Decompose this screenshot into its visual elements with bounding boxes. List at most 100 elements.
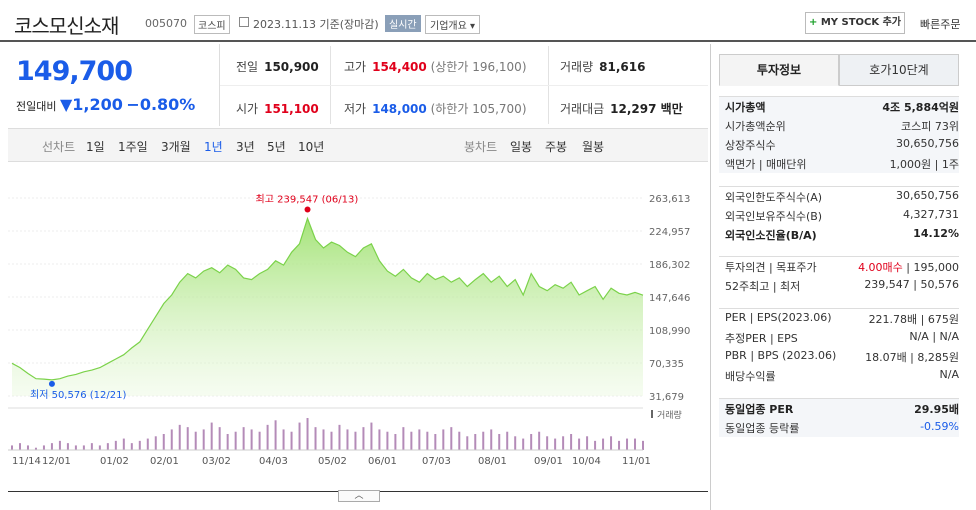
- volume-bar: [602, 438, 605, 450]
- chart-toggle-button[interactable]: ︿: [338, 490, 380, 502]
- info-value: 4.00매수 | 195,000: [858, 259, 959, 275]
- period-tab[interactable]: 3년: [236, 140, 255, 154]
- volume-bar: [410, 431, 413, 450]
- volume-bar: [618, 440, 621, 450]
- period-tab[interactable]: 1주일: [118, 140, 148, 154]
- volume-bar: [362, 427, 365, 450]
- volume-bar: [530, 434, 533, 450]
- info-value-text: 18.07배 | 8,285원: [865, 351, 959, 364]
- info-row: 52주최고 | 최저 239,547 | 50,576: [719, 276, 959, 295]
- volume-bar: [466, 436, 469, 450]
- info-value-text: N/A | N/A: [909, 330, 959, 343]
- info-key: 상장주식수: [725, 139, 776, 152]
- info-row: 추정PER | EPS N/A | N/A: [719, 328, 959, 347]
- period-tab[interactable]: 5년: [267, 140, 286, 154]
- candle-tab[interactable]: 월봉: [582, 140, 605, 154]
- quick-order-link[interactable]: 빠른주문: [920, 18, 961, 31]
- price-chart[interactable]: 263,613 224,957 186,302 147,646 108,990 70,33…: [8, 180, 708, 490]
- date-label: 2023.11.13 기준(장마감): [253, 18, 379, 31]
- x-tick-label: 11/01: [622, 456, 651, 467]
- current-price: 149,700: [16, 56, 133, 87]
- info-group: 시가총액 4조 5,884억원 시가총액순위 코스피 73위 상장주식수 30,650,7…: [719, 96, 959, 173]
- invest-panel: 투자정보 호가10단계 시가총액 4조 5,884억원 시가총액순위 코스피 73위 상…: [710, 44, 976, 510]
- info-value-text: 1,000원 | 1주: [889, 158, 959, 171]
- info-key: 동일업종 PER: [725, 403, 794, 416]
- volume-bar: [258, 431, 261, 450]
- info-value: 29.95배: [914, 401, 959, 417]
- period-tab[interactable]: 10년: [298, 140, 325, 154]
- info-value-text: 14.12%: [913, 227, 959, 240]
- x-tick-label: 11/14: [12, 456, 41, 467]
- volume-bar: [106, 443, 109, 450]
- info-value-text: 4조 5,884억원: [882, 101, 959, 114]
- volume-bar: [346, 429, 349, 450]
- mystock-add-button[interactable]: + MY STOCK 추가: [805, 12, 905, 34]
- invest-tabs: 투자정보 호가10단계: [719, 54, 959, 86]
- volume-bar: [226, 434, 229, 450]
- period-tab[interactable]: 3개월: [161, 140, 191, 154]
- volume-bar: [354, 431, 357, 450]
- trade-amount: 거래대금 12,297 백만: [560, 100, 683, 117]
- volume-bar: [426, 431, 429, 450]
- period-tab[interactable]: 1일: [86, 140, 105, 154]
- info-group: 동일업종 PER 29.95배 동일업종 등락률 -0.59%: [719, 398, 959, 437]
- y-tick-label: 108,990: [649, 326, 690, 337]
- info-row: 외국인보유주식수(B) 4,327,731: [719, 206, 959, 225]
- info-value: 4,327,731: [903, 208, 959, 221]
- volume-bar: [290, 431, 293, 450]
- prev-close: 전일 150,900: [236, 58, 319, 75]
- volume-bar: [266, 424, 269, 450]
- tab-invest-info[interactable]: 투자정보: [719, 54, 839, 86]
- info-value-text: 30,650,756: [896, 189, 959, 202]
- info-row: 액면가 | 매매단위 1,000원 | 1주: [719, 154, 959, 173]
- info-value: 221.78배 | 675원: [869, 311, 959, 327]
- volume-bar: [642, 440, 644, 450]
- volume-bar: [82, 445, 85, 450]
- volume-bar: [66, 443, 69, 450]
- change-label: 전일대비: [16, 100, 57, 113]
- volume-bar: [11, 445, 13, 450]
- high-marker: [304, 206, 311, 213]
- open-value: 151,100: [264, 102, 319, 116]
- info-row: PER | EPS(2023.06) 221.78배 | 675원: [719, 309, 959, 328]
- volume-bar: [114, 440, 117, 450]
- stock-name: 코스모신소재: [14, 14, 119, 38]
- volume: 거래량 81,616: [560, 58, 645, 75]
- y-tick-label: 70,335: [649, 359, 684, 370]
- info-row: 동일업종 등락률 -0.59%: [719, 418, 959, 437]
- tab-orderbook[interactable]: 호가10단계: [839, 54, 959, 86]
- opinion-value: 4.00매수: [858, 261, 907, 274]
- price-change: 전일대비 ▼1,200 −0.80%: [16, 95, 195, 114]
- low-price: 저가 148,000 (하한가 105,700): [344, 100, 527, 117]
- info-value: 4조 5,884억원: [882, 99, 959, 115]
- price-chart-svg: 263,613 224,957 186,302 147,646 108,990 70,33…: [8, 194, 690, 467]
- info-value-text: 30,650,756: [896, 137, 959, 150]
- candle-tab[interactable]: 일봉: [510, 140, 533, 154]
- period-tab-selected[interactable]: 1년: [204, 140, 223, 154]
- upper-limit: (상한가 196,100): [430, 60, 527, 74]
- info-group: 외국인한도주식수(A) 30,650,756 외국인보유주식수(B) 4,327,73…: [719, 186, 959, 244]
- mystock-label: MY STOCK 추가: [820, 17, 902, 28]
- realtime-button[interactable]: 실시간: [385, 15, 421, 32]
- volume-bar: [306, 418, 309, 450]
- info-row: 시가총액순위 코스피 73위: [719, 116, 959, 135]
- info-value: 30,650,756: [896, 137, 959, 150]
- y-tick-label: 31,679: [649, 392, 684, 403]
- x-tick-label: 07/03: [422, 456, 451, 467]
- y-tick-label: 263,613: [649, 194, 690, 205]
- volume-bar: [250, 429, 253, 450]
- info-value: -0.59%: [920, 420, 959, 433]
- volume-bar: [626, 438, 629, 450]
- volume-value: 81,616: [599, 60, 646, 74]
- x-tick-label: 08/01: [478, 456, 507, 467]
- candle-tab[interactable]: 주봉: [545, 140, 568, 154]
- x-tick-label: 01/02: [100, 456, 129, 467]
- high-value: 154,400: [372, 60, 427, 74]
- volume-bar: [242, 427, 245, 450]
- volume-bar: [522, 438, 525, 450]
- company-info-label: 기업개요: [430, 21, 467, 32]
- company-info-dropdown[interactable]: 기업개요 ▾: [425, 15, 481, 34]
- change-pct: −0.80%: [126, 95, 196, 114]
- volume-bar: [90, 443, 93, 450]
- volume-bar: [594, 440, 597, 450]
